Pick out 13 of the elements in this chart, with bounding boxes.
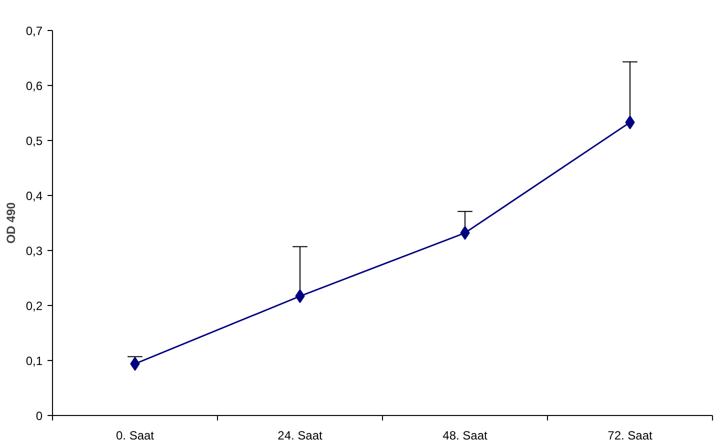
y-tick-label: 0,6 <box>26 79 43 93</box>
x-tick-label: 72. Saat <box>608 428 654 442</box>
y-tick-label: 0,4 <box>26 189 43 203</box>
y-tick-label: 0,7 <box>26 24 43 38</box>
y-tick-label: 0,1 <box>26 354 43 368</box>
x-tick-label: 48. Saat <box>442 428 488 442</box>
y-tick-label: 0,2 <box>26 299 43 313</box>
y-tick-label: 0 <box>36 409 43 423</box>
x-tick-label: 24. Saat <box>278 428 324 442</box>
y-axis-title: OD 490 <box>4 202 18 244</box>
y-tick-label: 0,3 <box>26 244 43 258</box>
x-tick-label: 0. Saat <box>116 428 155 442</box>
y-tick-label: 0,5 <box>26 134 43 148</box>
